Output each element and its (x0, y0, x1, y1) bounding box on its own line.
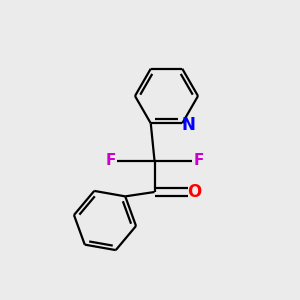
Text: N: N (182, 116, 196, 134)
Text: F: F (105, 153, 116, 168)
Text: F: F (194, 153, 204, 168)
Text: O: O (187, 183, 201, 201)
